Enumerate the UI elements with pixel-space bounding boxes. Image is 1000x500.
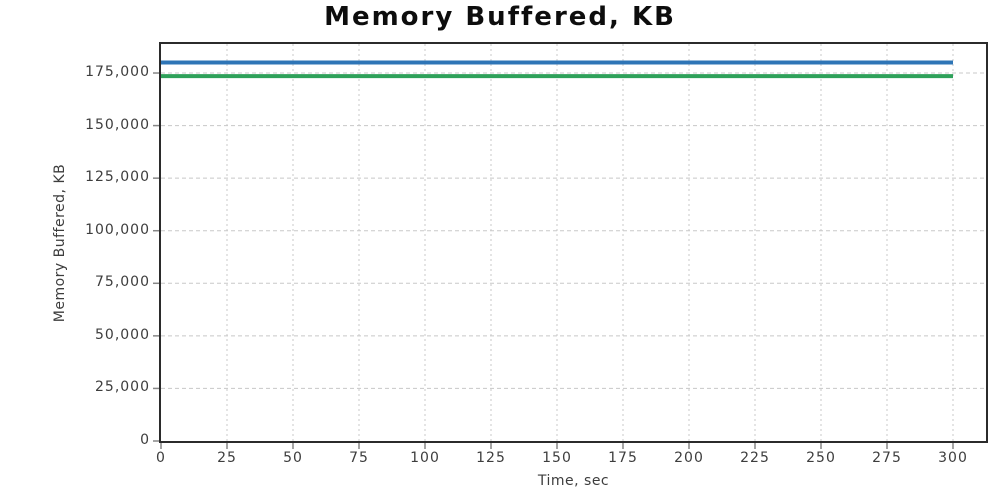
plot-border [159,42,988,443]
x-axis-title: Time, sec [537,473,610,489]
chart-title: Memory Buffered, KB [324,2,676,32]
